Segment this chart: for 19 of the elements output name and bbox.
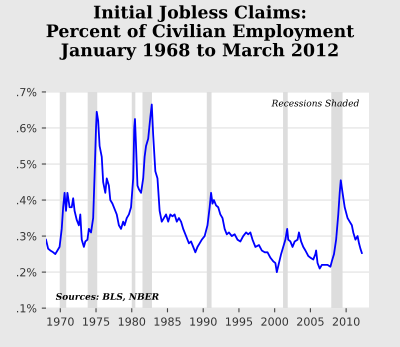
annotation: Sources: BLS, NBER <box>56 293 159 302</box>
y-tick-label: .3% <box>17 232 36 240</box>
x-tick-label: 1995 <box>226 317 252 326</box>
x-tick-label: 2005 <box>297 317 324 326</box>
y-tick-label: .1% <box>17 304 36 313</box>
annotation: Recessions Shaded <box>271 100 359 107</box>
y-tick-label: .2% <box>17 268 36 276</box>
x-tick-label: 2010 <box>332 317 360 326</box>
y-tick-label: .4% <box>17 196 36 204</box>
x-tick-label: 1975 <box>83 317 110 326</box>
chart-title: Initial Jobless Claims: Percent of Civilian Employment January 1968 to March 2012 <box>46 5 354 60</box>
x-tick-label: 1980 <box>118 317 146 326</box>
x-tick-label: 1970 <box>47 317 74 326</box>
y-tick-label: .5% <box>17 160 36 168</box>
x-tick-label: 2000 <box>261 317 288 326</box>
x-tick-label: 1985 <box>154 317 181 326</box>
y-tick-label: .7% <box>17 88 36 96</box>
x-tick-label: 1990 <box>190 317 217 326</box>
y-tick-label: .6% <box>17 124 36 132</box>
